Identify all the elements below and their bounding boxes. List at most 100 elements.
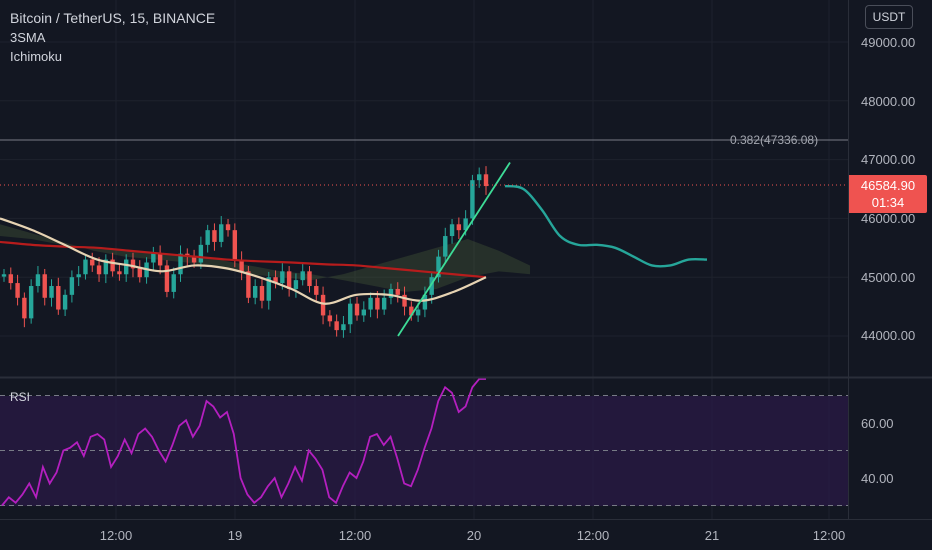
candle-body bbox=[307, 271, 312, 287]
price-axis-tick: 49000.00 bbox=[861, 35, 916, 50]
candle-body bbox=[157, 253, 163, 266]
symbol-title[interactable]: Bitcoin / TetherUS, 15, BINANCE bbox=[10, 10, 216, 26]
candle-body bbox=[178, 253, 183, 275]
candle-body bbox=[381, 297, 387, 310]
sma-long-line bbox=[0, 240, 487, 279]
candle-body bbox=[1, 274, 7, 277]
sma-mid-line bbox=[0, 217, 487, 305]
candle-body bbox=[96, 265, 102, 275]
candle-body bbox=[388, 288, 394, 298]
projection-path bbox=[504, 184, 708, 268]
rsi-indicator-label[interactable]: RSI bbox=[10, 390, 31, 404]
price-axis-tick: 48000.00 bbox=[861, 94, 916, 109]
last-price-badge: 46584.90 01:34 bbox=[849, 175, 927, 213]
candle-body bbox=[348, 303, 353, 325]
candle-body bbox=[49, 286, 54, 298]
candle-body bbox=[368, 297, 373, 310]
candle-body bbox=[15, 283, 20, 298]
candle-body bbox=[280, 271, 285, 284]
candle-body bbox=[483, 174, 489, 187]
candle-body bbox=[35, 274, 41, 287]
candle-body bbox=[341, 324, 346, 331]
candle-body bbox=[83, 259, 88, 275]
candle-body bbox=[130, 259, 136, 269]
candle-body bbox=[286, 271, 292, 289]
candle-body bbox=[22, 297, 27, 319]
candle-body bbox=[470, 180, 475, 219]
candle-body bbox=[164, 265, 170, 292]
candle-body bbox=[205, 230, 210, 245]
time-axis-tick: 20 bbox=[466, 528, 482, 543]
candle-body bbox=[239, 259, 244, 272]
fib-level-label: 0.382(47336.08) bbox=[730, 133, 819, 147]
candle-body bbox=[266, 277, 271, 301]
rsi-line bbox=[1, 378, 486, 507]
rsi-axis-tick: 60.00 bbox=[861, 416, 894, 431]
time-axis-tick: 19 bbox=[227, 528, 243, 543]
candle-body bbox=[300, 271, 305, 281]
candle-body bbox=[8, 274, 13, 284]
candle-body bbox=[42, 274, 47, 298]
ichimoku-cloud bbox=[0, 224, 530, 292]
candle-body bbox=[443, 236, 448, 257]
candle-body bbox=[422, 294, 428, 310]
time-axis-tick: 12:00 bbox=[812, 528, 846, 543]
candle-body bbox=[171, 274, 176, 292]
candle-body bbox=[69, 277, 75, 295]
candle-body bbox=[62, 294, 68, 310]
candle-body bbox=[436, 256, 441, 278]
candle-body bbox=[90, 259, 95, 266]
candle-body bbox=[402, 294, 407, 307]
candle-body bbox=[117, 271, 122, 275]
candle-body bbox=[56, 286, 61, 310]
price-axis-tick: 46000.00 bbox=[861, 211, 916, 226]
candle-body bbox=[110, 259, 115, 272]
candle-body bbox=[212, 230, 217, 242]
candle-body bbox=[409, 306, 414, 316]
candle-body bbox=[246, 271, 251, 298]
candle-body bbox=[219, 224, 224, 242]
candle-body bbox=[449, 224, 455, 237]
candlestick-series bbox=[1, 166, 489, 338]
candle-body bbox=[354, 303, 360, 316]
candle-body bbox=[232, 230, 238, 260]
candle-body bbox=[327, 315, 333, 322]
candle-body bbox=[375, 297, 380, 310]
candle-body bbox=[151, 253, 156, 263]
ichimoku-cloud-area bbox=[0, 224, 530, 292]
indicator-ichimoku-label[interactable]: Ichimoku bbox=[10, 49, 63, 64]
time-axis-tick: 12:00 bbox=[338, 528, 372, 543]
price-axis-tick: 44000.00 bbox=[861, 328, 916, 343]
candle-body bbox=[76, 274, 81, 278]
candle-body bbox=[259, 286, 265, 301]
candle-body bbox=[273, 277, 278, 284]
price-axis-tick: 47000.00 bbox=[861, 152, 916, 167]
indicator-sma-label[interactable]: 3SMA bbox=[10, 30, 46, 45]
candle-body bbox=[314, 286, 319, 295]
candle-body bbox=[361, 309, 367, 316]
candle-body bbox=[395, 288, 400, 295]
trendline bbox=[397, 162, 511, 337]
candle-body bbox=[463, 218, 468, 231]
rsi-axis-tick: 40.00 bbox=[861, 471, 894, 486]
candle-body bbox=[191, 256, 197, 263]
candle-body bbox=[415, 309, 421, 316]
candle-body bbox=[334, 321, 339, 331]
candle-body bbox=[28, 286, 34, 319]
candle-body bbox=[320, 294, 326, 316]
price-axis-tick: 45000.00 bbox=[861, 270, 916, 285]
currency-button[interactable]: USDT bbox=[865, 5, 913, 29]
candle-body bbox=[225, 224, 231, 231]
candle-body bbox=[198, 244, 204, 263]
candle-body bbox=[293, 280, 299, 289]
candle-body bbox=[123, 259, 129, 275]
chart-grid bbox=[0, 0, 848, 519]
candle-body bbox=[456, 224, 462, 231]
time-axis-tick: 12:00 bbox=[576, 528, 610, 543]
candle-body bbox=[103, 259, 109, 275]
candle-body bbox=[429, 277, 434, 295]
last-price-value: 46584.90 bbox=[860, 178, 916, 193]
candle-body bbox=[252, 286, 258, 298]
rsi-pane bbox=[0, 378, 848, 507]
